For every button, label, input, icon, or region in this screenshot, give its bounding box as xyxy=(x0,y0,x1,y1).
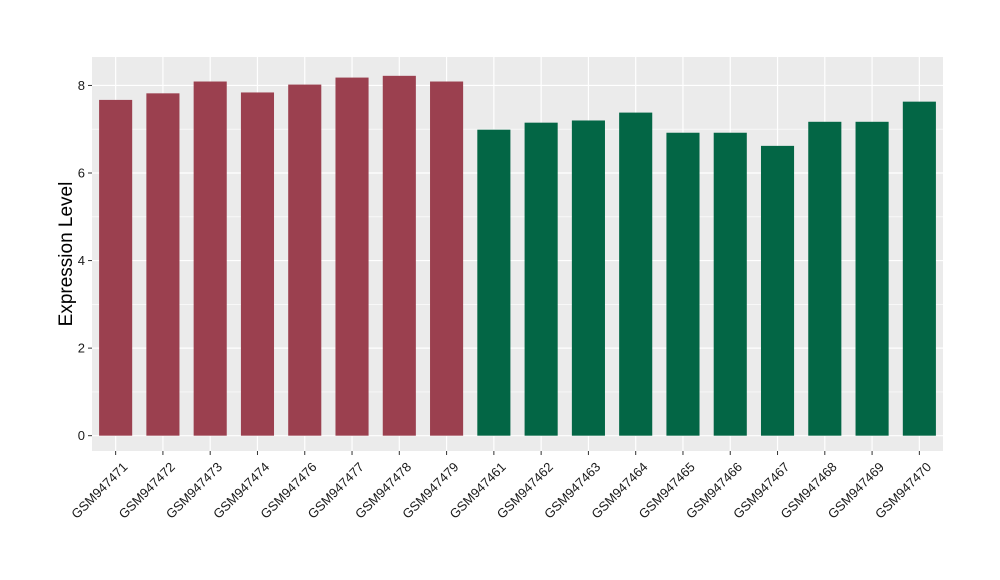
bar xyxy=(713,132,747,436)
bar xyxy=(335,77,369,436)
bar xyxy=(240,92,275,436)
bar xyxy=(760,145,795,436)
y-tick-label: 4 xyxy=(78,253,85,268)
bar xyxy=(146,93,180,436)
plot-panel xyxy=(92,57,943,451)
bar xyxy=(430,81,464,436)
bars-group xyxy=(99,75,936,436)
y-tick-label: 6 xyxy=(78,166,85,181)
bar xyxy=(666,132,700,436)
bar xyxy=(193,81,227,436)
bar xyxy=(619,112,653,436)
y-axis-title: Expression Level xyxy=(56,182,77,327)
bar xyxy=(808,121,842,436)
bar xyxy=(571,120,605,436)
y-tick-label: 0 xyxy=(78,428,85,443)
bar xyxy=(382,75,416,436)
y-tick-label: 2 xyxy=(78,341,85,356)
bar xyxy=(99,99,133,436)
y-tick-label: 8 xyxy=(78,78,85,93)
bar xyxy=(855,121,889,436)
bar xyxy=(288,84,322,436)
bar xyxy=(477,129,511,436)
y-axis: 0 2 4 6 8 xyxy=(78,78,92,443)
bar xyxy=(524,122,558,436)
x-axis: GSM947471GSM947472GSM947473GSM947474GSM9… xyxy=(68,451,934,522)
bar xyxy=(902,101,936,436)
